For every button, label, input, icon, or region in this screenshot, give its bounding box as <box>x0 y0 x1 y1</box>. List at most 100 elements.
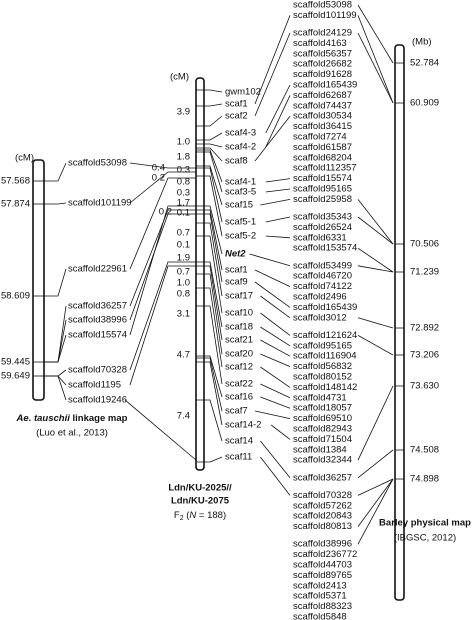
scaffold-label: scaffold121624 <box>293 330 357 341</box>
connector <box>260 295 291 319</box>
scaffold-label: scaffold36257 <box>68 301 127 312</box>
connector <box>357 449 394 479</box>
connector <box>44 334 67 363</box>
interval-label: 4.7 <box>177 350 190 361</box>
interval-label: 0.7 <box>177 267 190 278</box>
connector <box>260 326 291 347</box>
marker-label: scaf9 <box>225 277 248 288</box>
middle-caption-3: F2 (N = 188) <box>174 510 226 522</box>
connector <box>265 235 291 239</box>
right-source: (IBGSC, 2012) <box>394 533 456 544</box>
scaffold-label: scaffold18057 <box>293 403 352 414</box>
connector <box>129 213 196 321</box>
connector <box>260 383 291 399</box>
n-rest: = 188) <box>196 510 226 521</box>
connector <box>265 178 291 183</box>
scaffold-label: scaffold165439 <box>293 302 357 313</box>
connector <box>196 399 223 442</box>
position-label: 57.874 <box>1 199 30 210</box>
marker-label: scaf20 <box>225 349 253 360</box>
scaffold-label: scaffold38996 <box>293 539 352 550</box>
connector <box>196 273 223 355</box>
marker-label: scaf15 <box>225 200 253 211</box>
scaffold-label: scaffold44703 <box>293 560 352 571</box>
scaffold-label: scaffold53098 <box>68 158 127 169</box>
scaffold-label: scaffold4731 <box>293 392 347 403</box>
connector <box>357 199 394 245</box>
marker-label: gwm102 <box>225 87 261 98</box>
scaffold-label: scaffold36415 <box>293 121 352 132</box>
connector <box>270 424 291 440</box>
scaffold-label: scaffold2413 <box>293 580 347 591</box>
scaffold-label: scaffold236772 <box>293 549 357 560</box>
connector <box>357 32 394 104</box>
connector <box>44 162 67 182</box>
marker-label: scaf17 <box>225 291 253 302</box>
connector <box>254 281 291 308</box>
marker-label: scaf1 <box>225 99 248 110</box>
scaffold-label: scaffold61587 <box>293 142 352 153</box>
marker-label: scaf11 <box>225 452 252 463</box>
scaffold-label: scaffold91628 <box>293 69 352 80</box>
scaffold-label: scaffold57262 <box>293 500 352 511</box>
scaffold-label: scaffold5371 <box>293 591 347 602</box>
marker-label: scaf1 <box>225 265 248 276</box>
caption-rest: linkage map <box>70 413 128 424</box>
scaffold-label: scaffold15574 <box>293 173 352 184</box>
marker-label: scaf7 <box>225 406 248 417</box>
marker-label: scaf4-1 <box>225 177 256 188</box>
scaffold-label: scaffold7274 <box>293 132 347 143</box>
connector <box>260 456 291 496</box>
interval-label: 0.3 <box>177 188 190 199</box>
scaffold-label: scaffold22961 <box>68 264 127 275</box>
connector <box>196 143 223 148</box>
position-label: 57.568 <box>1 176 30 187</box>
interval-label: 1.7 <box>177 198 190 209</box>
connector <box>357 265 394 273</box>
interval-label: 0.1 <box>177 208 190 219</box>
interval-label: 0.8 <box>177 289 190 300</box>
connector <box>129 261 196 371</box>
connector <box>357 216 394 245</box>
interval-label: 0.7 <box>177 228 190 239</box>
connector <box>44 305 67 363</box>
middle-caption-2: Ldn/KU-2075 <box>171 496 230 507</box>
scaffold-label: scaffold56832 <box>293 361 352 372</box>
scaffold-label: scaffold35343 <box>293 212 352 223</box>
marker-label: scaf5-2 <box>225 231 256 242</box>
scaffold-label: scaffold153574 <box>293 243 357 254</box>
marker-label: Net2 <box>225 249 246 260</box>
connector <box>254 410 291 419</box>
scaffold-label: scaffold2496 <box>293 292 347 303</box>
connector <box>196 165 223 206</box>
middle-caption-1: Ldn/KU-2025// <box>168 483 232 494</box>
scaffold-label: scaffold95165 <box>293 340 352 351</box>
left-unit: (cM) <box>15 153 34 164</box>
connector <box>265 216 291 223</box>
marker-label: scaf3-5 <box>225 187 256 198</box>
connector <box>357 478 394 496</box>
interval-label: 3.9 <box>177 107 190 118</box>
connector <box>196 287 223 368</box>
scaffold-label: scaffold3012 <box>293 312 347 323</box>
marker-label: scaf2 <box>225 111 248 122</box>
connector <box>357 335 394 356</box>
connector <box>265 95 291 148</box>
marker-label: scaf16 <box>225 392 253 403</box>
scaffold-label: scaffold80813 <box>293 521 352 532</box>
connector <box>260 339 291 357</box>
scaffold-label: scaffold36257 <box>293 472 352 483</box>
connector <box>260 199 291 206</box>
connector <box>196 175 223 237</box>
connector <box>357 478 394 527</box>
connector <box>196 355 223 398</box>
position-label: 59.445 <box>1 357 30 368</box>
position-label: 74.508 <box>410 445 439 456</box>
connector <box>357 385 394 461</box>
scaffold-label: scaffold26524 <box>293 222 352 233</box>
interval-label: 0.2 <box>152 173 165 184</box>
connector <box>129 209 196 307</box>
scaffold-label: scaffold74437 <box>293 100 352 111</box>
connector <box>254 115 291 162</box>
connector <box>129 177 196 270</box>
